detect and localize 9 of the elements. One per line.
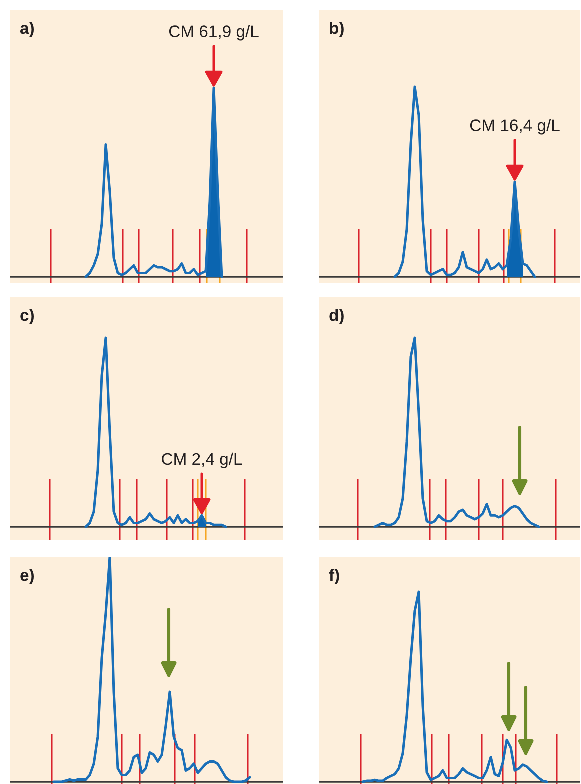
text: e) bbox=[20, 569, 34, 585]
chart-title: d) bbox=[330, 309, 344, 325]
chart-title: a) bbox=[20, 22, 34, 38]
chart-title: b) bbox=[330, 22, 344, 38]
annotation: CM 2,4 g/L bbox=[162, 452, 242, 468]
chart-title: f) bbox=[329, 569, 340, 585]
annotation: CM 61,9 g/L bbox=[169, 25, 259, 41]
annotation: CM 16,4 g/L bbox=[470, 119, 560, 135]
chart-title: c) bbox=[20, 309, 34, 325]
